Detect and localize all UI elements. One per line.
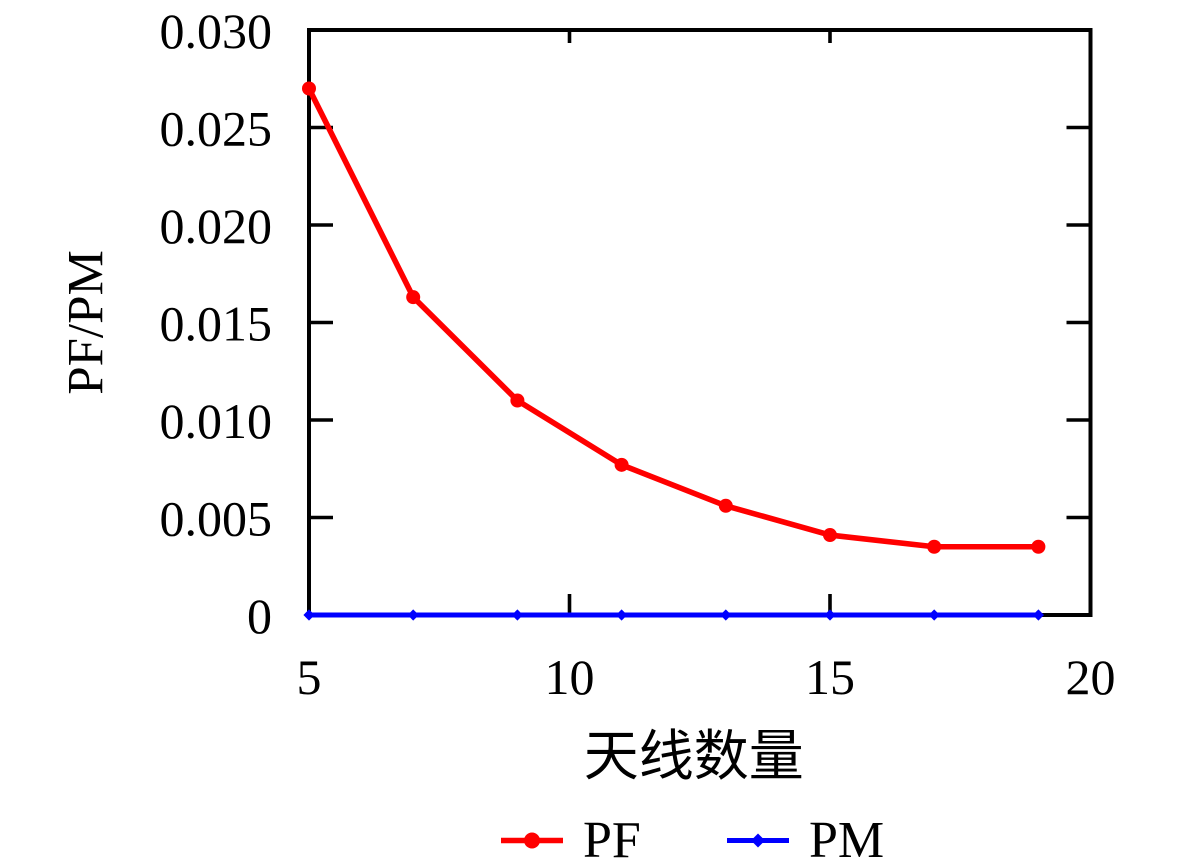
pf-series-line xyxy=(306,87,1039,550)
pm-marker-6 xyxy=(928,609,940,621)
pf-marker-1 xyxy=(406,290,421,305)
pf-marker-5 xyxy=(823,528,837,543)
x-tick-label-2: 15 xyxy=(805,649,855,705)
y-tick-label-0: 0 xyxy=(247,588,272,644)
axis-titles: PF/PM 天线数量 xyxy=(58,250,803,787)
x-tick-label-1: 10 xyxy=(545,649,595,705)
pm-marker-3 xyxy=(616,609,628,621)
y-tick-label-1: 0.005 xyxy=(160,490,273,546)
axes-frame xyxy=(307,28,1093,617)
pf-marker-3 xyxy=(614,457,629,472)
x-tick-label-0: 5 xyxy=(297,649,322,705)
y-tick-label-6: 0.030 xyxy=(160,3,273,59)
y-tick-label-5: 0.025 xyxy=(160,100,273,156)
legend-label-pm: PM xyxy=(809,812,884,868)
legend-marker-pm xyxy=(751,833,765,848)
pf-marker-0 xyxy=(302,81,316,96)
x-tick-label-3: 20 xyxy=(1066,649,1116,705)
pm-marker-4 xyxy=(720,609,732,621)
legend-label-pf: PF xyxy=(583,812,641,868)
pm-marker-5 xyxy=(824,609,836,621)
pm-marker-2 xyxy=(511,609,523,621)
pf-marker-4 xyxy=(718,498,733,513)
pm-marker-1 xyxy=(407,609,419,621)
pm-marker-0 xyxy=(303,609,315,621)
pf-marker-7 xyxy=(1031,539,1046,554)
tick-labels: 0 0.005 0.010 0.015 0.020 0.025 0.030 5 10 15 20 xyxy=(160,3,1116,705)
data-series xyxy=(302,81,1046,621)
y-axis-title: PF/PM xyxy=(58,250,114,395)
y-tick-label-4: 0.020 xyxy=(160,198,273,254)
legend: PF PM xyxy=(501,812,884,868)
pf-marker-2 xyxy=(510,393,525,408)
pf-marker-6 xyxy=(927,539,942,554)
legend-item-pf: PF xyxy=(501,812,641,868)
plot-border xyxy=(307,28,1093,617)
y-tick-label-3: 0.015 xyxy=(160,295,273,351)
x-axis-title: 天线数量 xyxy=(584,726,804,787)
legend-item-pm: PM xyxy=(727,812,884,868)
y-tick-label-2: 0.010 xyxy=(160,393,273,449)
pm-marker-7 xyxy=(1032,609,1044,621)
legend-marker-pf xyxy=(524,832,540,849)
